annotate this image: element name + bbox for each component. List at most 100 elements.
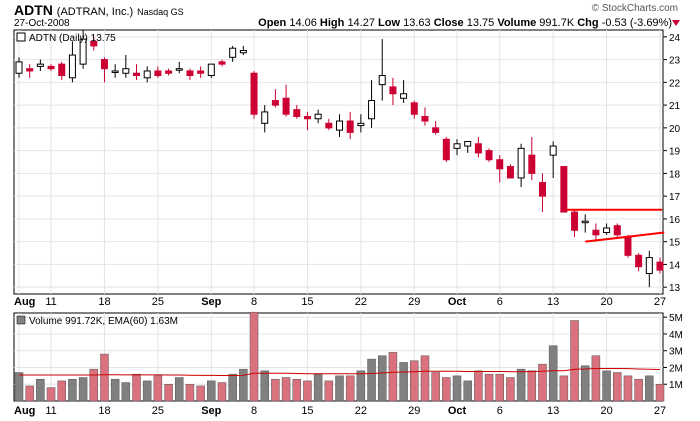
candle-body (197, 70, 205, 74)
candle-body (571, 211, 579, 231)
candle-body (229, 47, 237, 58)
volume-bar (164, 383, 173, 402)
volume-bar (613, 372, 622, 402)
volume-y-tick-label: 1M (669, 380, 683, 391)
volume-x-tick-label: 18 (98, 405, 110, 417)
candle-body (624, 236, 632, 256)
candle-body (336, 120, 343, 131)
volume-x-tick-label: 15 (301, 405, 313, 417)
candle-body (293, 109, 301, 117)
candle-body (15, 61, 23, 74)
candle-body (133, 72, 141, 77)
volume-bar (367, 358, 376, 402)
candle-body (613, 225, 621, 236)
volume-y-tick-label: 4M (669, 330, 683, 341)
price-y-tick-label: 17 (669, 192, 681, 203)
volume-bar (196, 385, 205, 402)
volume-bar (474, 370, 483, 402)
volume-x-tick-label: 13 (547, 405, 559, 417)
volume-bar (36, 378, 45, 402)
volume-bar (14, 372, 24, 402)
candle-body (432, 127, 440, 133)
symbol: ADTN (14, 2, 53, 18)
volume-bar (420, 355, 430, 402)
down-arrow-icon (672, 20, 680, 26)
candle-body (549, 145, 557, 156)
volume-bar (345, 375, 355, 402)
volume-bar (335, 375, 344, 402)
price-legend (16, 32, 26, 42)
volume-bar (303, 380, 312, 402)
candle-body (538, 181, 546, 197)
quote-summary: Open 14.06 High 14.27 Low 13.63 Close 13… (258, 17, 672, 29)
volume-bar (463, 380, 472, 402)
volume-bar (634, 378, 643, 402)
candle-legend-icon (16, 32, 26, 42)
volume-bar (506, 377, 515, 402)
price-y-tick-label: 15 (669, 238, 681, 249)
price-legend-text: ADTN (Daily) 13.75 (29, 33, 116, 44)
candle-body (368, 100, 376, 120)
candle-body (421, 115, 429, 122)
price-x-tick-label: 22 (355, 296, 367, 308)
candle-body (282, 97, 290, 115)
volume-bar (110, 378, 120, 402)
volume-bar (292, 378, 302, 402)
low-label: Low (378, 17, 401, 29)
candle-body (453, 143, 461, 149)
candle-body (218, 61, 226, 65)
volume-bar (442, 377, 451, 402)
candle-body (656, 261, 664, 271)
price-y-tick-label: 23 (669, 56, 681, 67)
volume-bar (153, 375, 163, 402)
price-x-tick-label: Aug (14, 296, 35, 308)
price-x-tick-label: 18 (98, 296, 110, 308)
candle-body (100, 59, 108, 70)
price-y-tick-label: 14 (669, 260, 681, 271)
price-x-tick-label: 20 (600, 296, 612, 308)
volume-bar (495, 373, 504, 402)
volume-bar (207, 380, 216, 402)
volume-x-tick-label: 11 (45, 405, 56, 417)
volume-bar (175, 377, 184, 402)
volume-bar (57, 380, 66, 402)
volume-x-tick-label: Sep (201, 405, 221, 417)
volume-bar (89, 368, 99, 402)
candle-body (400, 93, 408, 99)
chg-label: Chg (577, 17, 599, 29)
volume-bar (559, 375, 569, 402)
candle-body (314, 113, 322, 120)
candle-body (506, 166, 514, 179)
price-x-tick-label: 11 (45, 296, 56, 308)
price-x-tick-label: 27 (654, 296, 666, 308)
candle-body (143, 70, 151, 79)
volume-bar (591, 355, 601, 402)
candle-body (581, 220, 589, 224)
volume-bar (623, 375, 633, 402)
volume-x-tick-label: 8 (251, 405, 257, 417)
candle-body (645, 257, 653, 275)
credit-link[interactable]: © StockCharts.com (591, 3, 678, 14)
candle-body (517, 147, 525, 179)
candle-body (592, 229, 600, 236)
volume-bar (645, 375, 654, 402)
volume-bar (100, 353, 109, 402)
candle-body (165, 70, 173, 74)
volume-bar (377, 355, 387, 402)
candle-body (122, 68, 130, 74)
volume-bar (538, 363, 547, 402)
volume-bar (239, 368, 248, 402)
candle-body (186, 70, 194, 77)
volume-bar (388, 352, 398, 402)
candle-body (474, 143, 482, 154)
candle-body (36, 63, 44, 67)
candle-body (357, 122, 365, 127)
candle-body (250, 72, 258, 115)
volume-bar (185, 383, 195, 402)
price-x-tick-label: 6 (497, 296, 503, 308)
volume-bar (228, 373, 237, 402)
company-name: (ADTRAN, Inc.) (56, 6, 134, 18)
price-y-tick-label: 20 (669, 124, 681, 135)
volume-x-tick-label: 22 (355, 405, 367, 417)
